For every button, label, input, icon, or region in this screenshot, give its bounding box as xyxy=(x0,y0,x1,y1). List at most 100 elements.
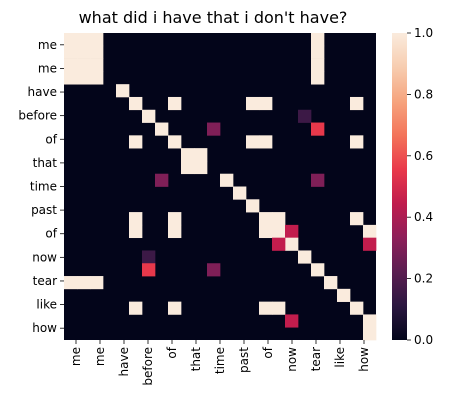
heatmap-cell xyxy=(363,224,377,239)
heatmap-cell xyxy=(64,33,78,47)
x-tick-label: of xyxy=(261,346,275,358)
heatmap-cell xyxy=(90,71,104,85)
heatmap-cell xyxy=(207,263,221,277)
heatmap-cell xyxy=(129,301,143,315)
heatmap-cell xyxy=(142,109,156,123)
heatmap-cell xyxy=(246,96,260,111)
y-tick-label: of xyxy=(45,132,57,146)
heatmap-cell xyxy=(181,148,195,162)
heatmap-cell xyxy=(90,276,104,290)
heatmap-cell xyxy=(259,135,273,149)
heatmap-cell xyxy=(246,135,260,149)
heatmap-cell xyxy=(168,96,182,111)
heatmap-cell xyxy=(272,212,286,226)
colorbar-tick-label: 0.0 xyxy=(414,333,433,347)
y-tick-label: me xyxy=(38,61,57,75)
heatmap-cell xyxy=(233,186,247,200)
y-tick-label: me xyxy=(38,38,57,52)
heatmap-cell xyxy=(168,224,182,239)
y-tick-label: time xyxy=(30,180,57,194)
heatmap-cell xyxy=(311,122,325,136)
heatmap-cell xyxy=(116,84,130,98)
heatmap-cell xyxy=(168,212,182,226)
heatmap-cell xyxy=(142,250,156,264)
heatmap-cell xyxy=(363,314,377,328)
y-tick-label: before xyxy=(18,109,57,123)
heatmap-cell xyxy=(311,58,325,72)
heatmap-cell xyxy=(129,224,143,239)
heatmap-cell xyxy=(259,96,273,111)
y-tick-label: past xyxy=(31,203,57,217)
x-tick-label: have xyxy=(117,347,131,376)
heatmap-cell xyxy=(311,263,325,277)
heatmap-cell xyxy=(311,71,325,85)
heatmap-cell xyxy=(90,45,104,59)
heatmap-cell xyxy=(77,276,91,290)
heatmap-cell xyxy=(259,224,273,239)
heatmap-cell xyxy=(350,96,364,111)
x-axis-ticks: me me have before of that time past of now tear lik… xyxy=(69,340,371,386)
heatmap-cell xyxy=(194,148,208,162)
heatmap-cell xyxy=(77,58,91,72)
x-tick-label: like xyxy=(333,347,347,368)
colorbar-tick-label: 0.8 xyxy=(414,87,433,101)
colorbar-tick-label: 0.4 xyxy=(414,210,433,224)
y-tick-label: have xyxy=(28,85,57,99)
x-tick-label: past xyxy=(237,347,251,373)
x-tick-label: how xyxy=(357,347,371,372)
y-axis-ticks: me me have before of that time past of now tear lik… xyxy=(18,38,64,335)
heatmap-cell xyxy=(168,135,182,149)
colorbar: 0.0 0.2 0.4 0.6 0.8 1.0 xyxy=(392,26,433,347)
heatmap-cell xyxy=(155,122,169,136)
heatmap-cell xyxy=(246,199,260,213)
heatmap-cell xyxy=(285,314,299,328)
heatmap-cell xyxy=(220,173,234,187)
heatmap-cell xyxy=(298,250,312,264)
heatmap-cells xyxy=(64,33,377,341)
heatmap-cell xyxy=(90,33,104,47)
heatmap-cell xyxy=(363,237,377,251)
heatmap-cell xyxy=(168,301,182,315)
heatmap-cell xyxy=(64,58,78,72)
heatmap-cell xyxy=(259,301,273,315)
heatmap-cell xyxy=(311,45,325,59)
heatmap-cell xyxy=(129,212,143,226)
y-tick-label: tear xyxy=(33,274,57,288)
colorbar-gradient xyxy=(392,33,407,340)
heatmap-cell xyxy=(142,263,156,277)
heatmap-cell xyxy=(77,33,91,47)
heatmap-cell xyxy=(285,237,299,251)
colorbar-tick-label: 1.0 xyxy=(414,26,433,40)
heatmap-cell xyxy=(272,237,286,251)
heatmap-cell xyxy=(285,224,299,239)
heatmap-cell xyxy=(129,135,143,149)
heatmap-cell xyxy=(324,276,338,290)
x-tick-label: of xyxy=(165,346,179,358)
heatmap-cell xyxy=(90,58,104,72)
heatmap-cell xyxy=(64,45,78,59)
y-tick-label: like xyxy=(36,298,57,312)
heatmap-cell xyxy=(194,160,208,175)
y-tick-label: how xyxy=(32,321,57,335)
heatmap-cell xyxy=(298,109,312,123)
x-tick-label: me xyxy=(69,347,83,366)
heatmap-cell xyxy=(363,327,377,341)
heatmap-cell xyxy=(259,212,273,226)
heatmap-cell xyxy=(272,301,286,315)
heatmap-cell xyxy=(272,224,286,239)
x-tick-label: time xyxy=(213,347,227,374)
heatmap-cell xyxy=(311,33,325,47)
heatmap-cell xyxy=(77,45,91,59)
heatmap-cell xyxy=(350,135,364,149)
heatmap-cell xyxy=(155,173,169,187)
x-tick-label: now xyxy=(285,347,299,372)
colorbar-tick-label: 0.2 xyxy=(414,272,433,286)
heatmap-cell xyxy=(129,96,143,111)
heatmap-cell xyxy=(181,160,195,175)
x-tick-label: before xyxy=(141,347,155,386)
heatmap-cell xyxy=(311,173,325,187)
x-tick-label: me xyxy=(93,347,107,366)
chart-title: what did i have that i don't have? xyxy=(79,8,348,27)
x-tick-label: that xyxy=(189,347,203,372)
